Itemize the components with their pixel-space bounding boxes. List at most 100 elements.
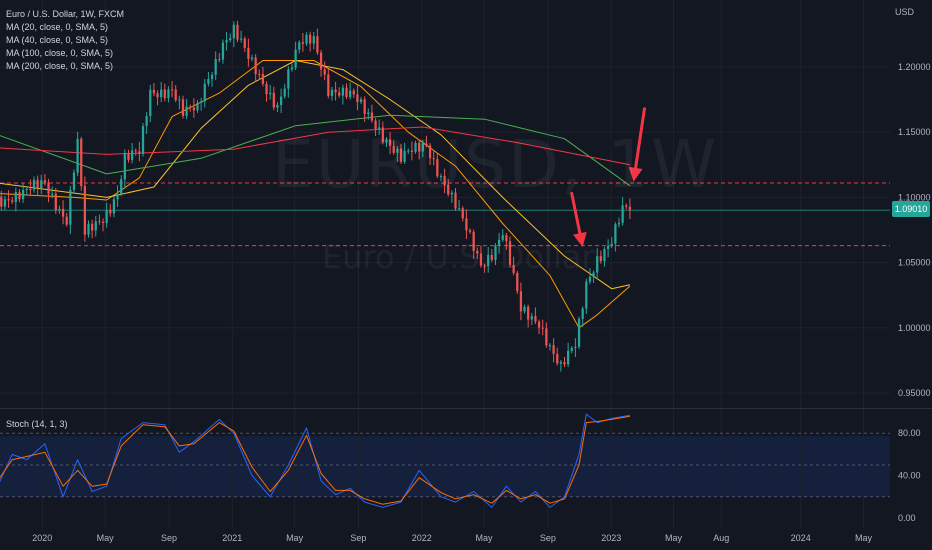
candle-body — [61, 208, 65, 217]
time-tick-label: May — [476, 533, 494, 543]
candle-body — [628, 206, 632, 211]
candle-body — [80, 138, 83, 186]
candle-body — [323, 69, 326, 75]
candle-body — [439, 176, 443, 178]
candle-body — [221, 42, 225, 60]
candle-body — [461, 208, 464, 219]
candle-body — [436, 159, 439, 177]
candle-body — [218, 59, 221, 61]
candle-body — [563, 361, 566, 365]
candle-body — [254, 57, 257, 74]
candle-body — [399, 148, 403, 162]
chart-legend: Euro / U.S. Dollar, 1W, FXCM MA (20, clo… — [6, 8, 124, 73]
legend-ma40[interactable]: MA (40, close, 0, SMA, 5) — [6, 35, 109, 45]
candle-body — [497, 239, 501, 246]
legend-ma20[interactable]: MA (20, close, 0, SMA, 5) — [6, 22, 109, 32]
candle-body — [123, 153, 126, 180]
time-tick-label: May — [855, 533, 873, 543]
candle-body — [160, 89, 163, 98]
candle-body — [570, 347, 573, 351]
candle-body — [596, 256, 599, 273]
price-axis[interactable]: 1.20000 1.15000 1.10000 1.05000 1.00000 0.950… — [898, 62, 931, 398]
candle-body — [479, 253, 483, 266]
candle-body — [47, 182, 50, 194]
candle-body — [374, 120, 377, 129]
candle-body — [127, 153, 130, 160]
candle-body — [392, 145, 395, 153]
time-tick-label: 2020 — [32, 533, 52, 543]
candle-body — [516, 272, 519, 292]
candle-body — [610, 243, 613, 246]
candle-body — [276, 104, 279, 108]
candle-body — [120, 179, 123, 195]
candle-body — [541, 327, 544, 329]
price-tick-label: 1.15000 — [898, 127, 931, 137]
candle-body — [319, 52, 323, 70]
candle-body — [490, 254, 493, 260]
candle-body — [483, 265, 486, 267]
time-axis[interactable]: 2020 May Sep 2021 May Sep 2022 May Sep 2023 May Aug… — [32, 533, 872, 543]
candle-body — [505, 235, 508, 242]
candle-body — [527, 306, 530, 320]
candle-body — [0, 196, 3, 207]
stoch-tick-label: 40.00 — [898, 471, 921, 481]
candle-body — [617, 222, 621, 225]
candle-body — [72, 172, 76, 191]
candle-body — [7, 199, 10, 201]
candle-body — [181, 99, 185, 116]
candle-body — [559, 361, 563, 364]
candle-body — [378, 127, 381, 129]
candle-body — [301, 42, 305, 44]
candle-body — [214, 59, 217, 75]
candle-body — [410, 150, 414, 152]
annotation-arrow-head — [628, 166, 643, 182]
chart-title[interactable]: Euro / U.S. Dollar, 1W, FXCM — [6, 9, 125, 19]
candle-body — [178, 99, 181, 101]
time-tick-label: Sep — [161, 533, 177, 543]
candle-body — [247, 47, 250, 59]
candle-body — [236, 24, 239, 40]
candle-body — [341, 87, 344, 96]
candle-body — [425, 143, 428, 146]
candle-body — [501, 235, 504, 240]
candle-body — [116, 194, 119, 200]
stoch-legend[interactable]: Stoch (14, 1, 3) — [6, 419, 68, 429]
candle-body — [18, 192, 21, 200]
candle-body — [465, 218, 468, 231]
candle-body — [367, 112, 370, 115]
candle-body — [363, 99, 366, 115]
candle-body — [421, 143, 424, 152]
time-tick-label: 2022 — [412, 533, 432, 543]
candle-body — [152, 89, 156, 94]
annotation-arrows[interactable] — [570, 107, 646, 247]
candle-body — [272, 92, 275, 108]
candle-body — [269, 92, 272, 95]
candle-body — [567, 350, 570, 365]
candle-body — [258, 73, 261, 75]
annotation-arrow-head — [573, 231, 587, 247]
candle-body — [29, 188, 32, 190]
candle-body — [98, 221, 101, 223]
legend-ma100[interactable]: MA (100, close, 0, SMA, 5) — [6, 48, 114, 58]
candle-body — [330, 89, 334, 96]
annotation-arrow-shaft — [570, 191, 582, 235]
candle-body — [69, 190, 72, 225]
ma-line-3 — [0, 114, 631, 187]
currency-label[interactable]: USD — [895, 7, 915, 17]
candle-body — [552, 345, 555, 354]
candle-body — [548, 345, 552, 347]
candle-body — [581, 308, 584, 319]
candle-body — [170, 89, 174, 91]
legend-ma200[interactable]: MA (200, close, 0, SMA, 5) — [6, 61, 114, 71]
candle-body — [32, 179, 36, 190]
candle-body — [54, 193, 57, 211]
candle-body — [316, 36, 319, 53]
candle-body — [625, 205, 628, 207]
candle-body — [283, 88, 286, 97]
time-tick-label: Sep — [540, 533, 556, 543]
candle-body — [545, 328, 548, 346]
candle-body — [167, 89, 170, 99]
time-tick-label: 2021 — [222, 533, 242, 543]
candle-body — [298, 42, 301, 50]
